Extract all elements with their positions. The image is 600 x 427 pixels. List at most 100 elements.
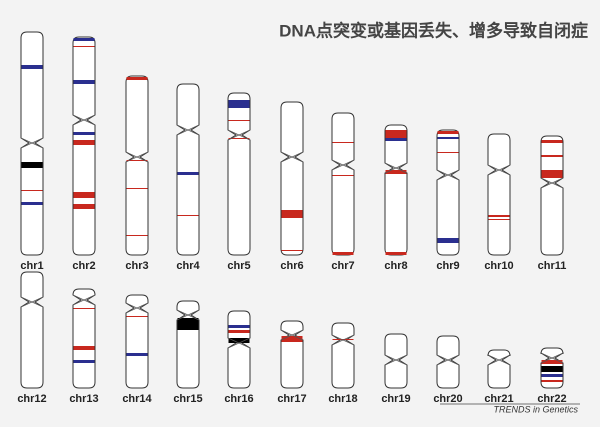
chromosome-body (331, 322, 355, 389)
chromosome: chr5 (227, 92, 251, 272)
chromosome: chr19 (381, 333, 411, 405)
centromere (487, 354, 511, 366)
chromosome-body (436, 129, 460, 256)
band (126, 77, 148, 80)
chromosome: chr2 (72, 36, 96, 272)
chromosome-label: chr19 (381, 393, 410, 405)
chromosome-label: chr15 (173, 393, 202, 405)
chromosome-body (436, 335, 460, 389)
band (281, 336, 303, 342)
chromosome: chr10 (484, 133, 514, 272)
chromosome-body (20, 271, 44, 389)
chromosome-body (384, 124, 408, 256)
band (73, 38, 95, 41)
chromosome-body (540, 135, 564, 256)
chromosome-body (280, 320, 304, 389)
band (228, 330, 250, 333)
chromosome-label: chr12 (17, 393, 46, 405)
band (228, 325, 250, 328)
chromosome-body (280, 101, 304, 256)
band (332, 339, 354, 340)
band (126, 160, 148, 161)
chromosome: chr9 (436, 129, 460, 272)
chromosome-label: chr20 (433, 393, 462, 405)
chromosome-label: chr11 (538, 260, 567, 272)
chromosome-label: chr7 (331, 260, 354, 272)
chromosome-label: chr4 (176, 260, 200, 272)
centromere (227, 337, 251, 349)
chromosomes: chr1 chr2 chr3 chr4 chr5 chr6 chr7 chr8 chr9 chr1… (17, 31, 567, 405)
band (73, 360, 95, 363)
chromosome-label: chr10 (484, 260, 513, 272)
band (332, 175, 354, 176)
band (385, 130, 407, 138)
chromosome: chr12 (17, 271, 47, 405)
band (228, 120, 250, 121)
centromere (280, 329, 304, 341)
band (437, 238, 459, 243)
chromosome: chr3 (125, 75, 149, 272)
band (228, 138, 250, 139)
chromosome-label: chr1 (20, 260, 43, 272)
chromosome-label: chr5 (227, 260, 250, 272)
band (177, 318, 199, 330)
band (541, 380, 563, 382)
band (73, 204, 95, 209)
centromere (436, 354, 460, 366)
centromere (20, 296, 44, 308)
band (126, 316, 148, 317)
chromosome-body (384, 333, 408, 389)
band (21, 202, 43, 205)
band (332, 142, 354, 143)
chromosome: chr18 (328, 322, 358, 405)
chromosome-body (176, 83, 200, 256)
chromosome: chr16 (224, 310, 254, 405)
centromere (280, 151, 304, 163)
chromosome-label: chr21 (484, 393, 513, 405)
band (177, 215, 199, 216)
chromosome-body (487, 133, 511, 256)
source: TRENDS in Genetics (493, 404, 578, 414)
chromosome: chr21 (484, 349, 514, 405)
chromosome: chr7 (331, 112, 355, 272)
chromosome: chr14 (122, 294, 153, 405)
chromosome: chr15 (173, 300, 203, 405)
chromosome: chr20 (433, 335, 463, 405)
band (385, 252, 407, 255)
band (541, 140, 563, 143)
band (228, 338, 250, 343)
band (281, 210, 303, 218)
band (281, 250, 303, 251)
chromosome-label: chr3 (125, 260, 148, 272)
band (385, 138, 407, 141)
centromere (384, 354, 408, 366)
chromosome-label: chr22 (537, 393, 566, 405)
centromere (227, 129, 251, 141)
chromosome: chr1 (20, 31, 44, 272)
chromosome-label: chr9 (436, 260, 459, 272)
band (437, 131, 459, 134)
centromere (540, 177, 564, 189)
band (488, 215, 510, 217)
chromosome: chr8 (384, 124, 408, 272)
chromosome-body (125, 75, 149, 256)
chromosome: chr22 (537, 347, 567, 405)
band (437, 152, 459, 153)
chromosome-label: chr2 (72, 260, 95, 272)
centromere (72, 294, 96, 306)
band (126, 353, 148, 356)
chromosome-label: chr8 (384, 260, 407, 272)
centromere (487, 164, 511, 176)
centromere (72, 114, 96, 126)
centromere (125, 302, 149, 314)
band (21, 162, 43, 168)
band (73, 132, 95, 135)
chromosome-label: chr17 (277, 393, 306, 405)
band (73, 46, 95, 47)
chromosome-body (227, 92, 251, 256)
centromere (540, 352, 564, 364)
chromosome-body (72, 288, 96, 389)
band (437, 137, 459, 139)
band (126, 235, 148, 236)
chromosome: chr13 (69, 288, 99, 405)
